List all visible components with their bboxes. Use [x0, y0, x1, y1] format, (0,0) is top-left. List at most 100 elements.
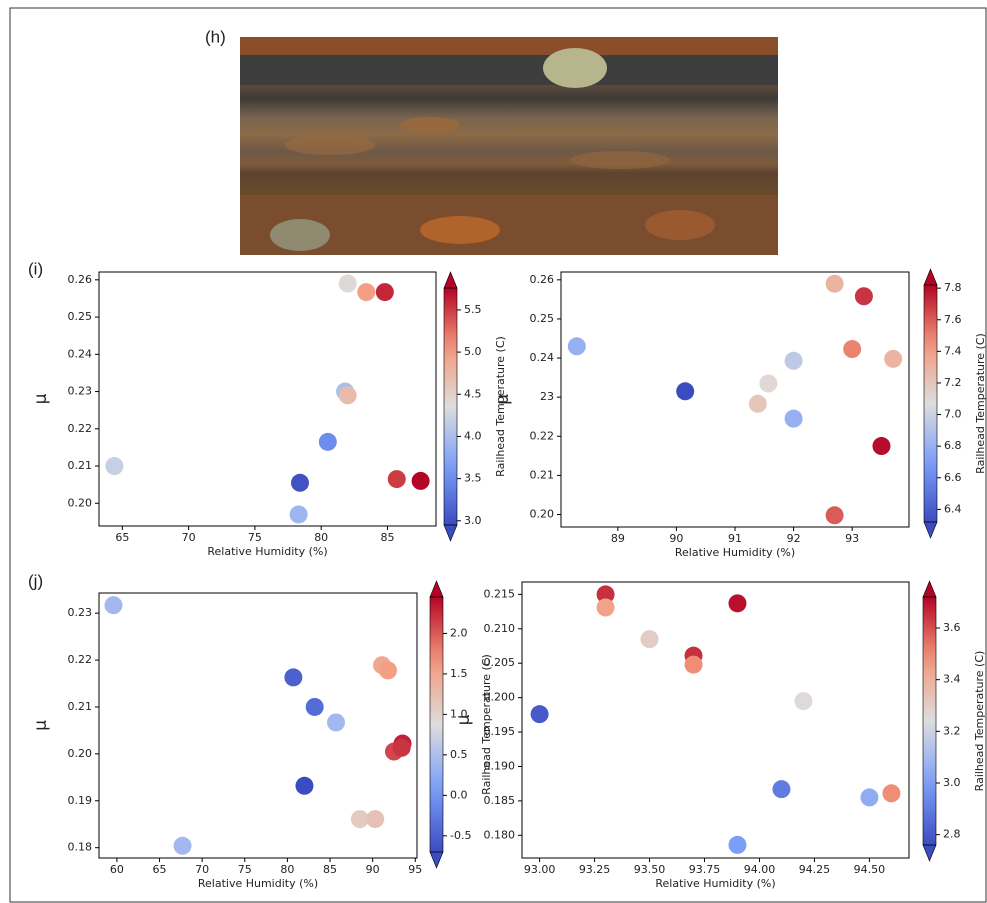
x-axis-label: Relative Humidity (%)	[655, 877, 775, 890]
point	[305, 697, 324, 716]
colorbar-tick-label: 5.5	[464, 303, 482, 316]
y-tick-label: 0.21	[530, 468, 555, 481]
x-tick-label: 95	[408, 863, 422, 876]
colorbar-extend	[923, 521, 938, 539]
point	[728, 835, 747, 854]
colorbar-tick-label: 6.4	[944, 502, 962, 515]
plot: 65 70 75 80 85 0.20 0.21 0.22 0.23 0.24 0.25 0.26 Re…	[31, 271, 507, 558]
colorbar	[923, 597, 936, 845]
colorbar-label: Railhead Temperature (C)	[494, 336, 507, 477]
x-tick-label: 75	[248, 531, 262, 544]
point	[843, 340, 862, 359]
y-axis-label: μ	[454, 714, 474, 725]
point	[860, 788, 879, 807]
colorbar-tick-label: 7.0	[944, 408, 962, 421]
colorbar-tick-label: 0.5	[450, 748, 468, 761]
point	[327, 713, 346, 732]
y-axis-label: μ	[31, 720, 51, 731]
point	[684, 655, 703, 674]
x-tick-label: 85	[323, 863, 337, 876]
y-tick-label: 0.20	[530, 507, 555, 520]
y-tick-label: 0.200	[484, 691, 516, 704]
point	[784, 409, 803, 428]
point	[375, 283, 394, 302]
colorbar-tick-label: 3.5	[464, 472, 482, 485]
y-tick-label: 0.23	[68, 385, 93, 398]
point	[338, 274, 357, 293]
x-tick-label: 89	[611, 532, 625, 545]
x-axis-label: Relative Humidity (%)	[675, 546, 795, 559]
y-tick-label: 0.24	[530, 351, 555, 364]
panel-label: (h)	[205, 27, 226, 46]
colorbar-extend	[429, 580, 444, 598]
colorbar-tick-label: 6.6	[944, 471, 962, 484]
panel-label: (j)	[28, 571, 43, 590]
point	[338, 386, 357, 405]
x-tick-label: 90	[366, 863, 380, 876]
colorbar-extend	[443, 271, 458, 289]
point	[772, 780, 791, 799]
point	[379, 661, 398, 680]
y-tick-label: 0.210	[484, 622, 516, 635]
point	[530, 705, 549, 724]
y-tick-label: 0.21	[68, 700, 93, 713]
photo	[240, 37, 778, 255]
y-tick-label: 0.190	[484, 759, 516, 772]
y-tick-label: 0.26	[68, 273, 93, 286]
colorbar-tick-label: 3.6	[943, 621, 961, 634]
x-tick-label: 94.25	[799, 863, 831, 876]
colorbar-tick-label: 3.4	[943, 673, 961, 686]
x-tick-label: 94.50	[854, 863, 886, 876]
point	[350, 810, 369, 829]
colorbar-label: Railhead Temperature (C)	[480, 654, 493, 795]
point	[596, 585, 615, 604]
point	[392, 738, 411, 757]
colorbar-tick-label: -0.5	[450, 829, 471, 842]
x-axis-label: Relative Humidity (%)	[207, 545, 327, 558]
y-axis-label: μ	[493, 394, 513, 405]
y-tick-label: 0.22	[530, 429, 555, 442]
y-tick-label: 0.26	[530, 273, 555, 286]
plot: 60 65 70 75 80 85 90 95 0.18 0.19 0.20 0.21 0.22 0.23…	[31, 580, 493, 890]
y-tick-label: 0.22	[68, 422, 93, 435]
colorbar-tick-label: 5.0	[464, 345, 482, 358]
panel-label: (i)	[28, 259, 43, 278]
colorbar	[924, 285, 937, 522]
point	[825, 506, 844, 525]
plot-area	[521, 581, 910, 859]
x-tick-label: 90	[669, 532, 683, 545]
y-tick-label: 0.25	[68, 310, 93, 323]
y-tick-label: 23	[540, 390, 554, 403]
colorbar-tick-label: 7.4	[944, 344, 962, 357]
colorbar-tick-label: 1.0	[450, 707, 468, 720]
x-tick-label: 93.25	[579, 863, 611, 876]
x-tick-label: 65	[153, 863, 167, 876]
plot-area	[560, 271, 910, 528]
colorbar-extend	[429, 851, 444, 869]
colorbar	[430, 597, 443, 852]
colorbar-extend	[922, 844, 937, 862]
point	[676, 382, 695, 401]
colorbar-tick-label: 7.8	[944, 281, 962, 294]
point	[872, 437, 891, 456]
colorbar-frame	[922, 596, 937, 846]
colorbar-label: Railhead Temperature (C)	[974, 333, 987, 474]
point	[366, 810, 385, 829]
colorbar-tick-label: 0.0	[450, 788, 468, 801]
y-tick-label: 0.24	[68, 347, 93, 360]
colorbar-frame	[443, 287, 458, 526]
x-tick-label: 91	[728, 532, 742, 545]
x-tick-label: 70	[182, 531, 196, 544]
x-tick-label: 80	[280, 863, 294, 876]
y-axis-label: μ	[31, 393, 51, 404]
x-tick-label: 93.75	[689, 863, 721, 876]
colorbar-tick-label: 3.2	[943, 724, 961, 737]
colorbar-tick-label: 3.0	[943, 776, 961, 789]
x-tick-label: 65	[115, 531, 129, 544]
colorbar-label: Railhead Temperature (C)	[973, 651, 986, 792]
y-tick-label: 0.19	[68, 794, 93, 807]
point	[411, 471, 430, 490]
point	[357, 283, 376, 302]
y-tick-label: 0.22	[68, 653, 93, 666]
colorbar	[444, 288, 457, 525]
